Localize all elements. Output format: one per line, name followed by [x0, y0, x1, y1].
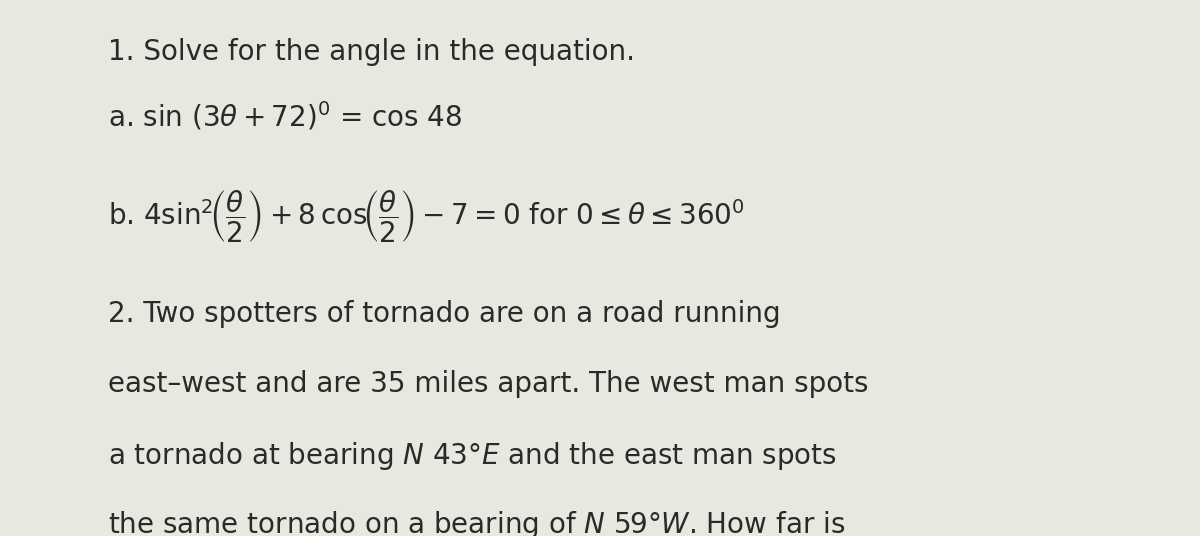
Text: b. $4\mathrm{sin}^2\!\left(\dfrac{\theta}{2}\right) + 8\,\mathrm{cos}\!\left(\df: b. $4\mathrm{sin}^2\!\left(\dfrac{\theta…: [108, 188, 745, 243]
Text: the same tornado on a bearing of $\mathit{N}$ 59°$\mathit{W}$. How far is: the same tornado on a bearing of $\mathi…: [108, 509, 845, 536]
Text: a. sin $(3\theta + 72)^0$ = cos 48: a. sin $(3\theta + 72)^0$ = cos 48: [108, 99, 462, 132]
Text: east–west and are 35 miles apart. The west man spots: east–west and are 35 miles apart. The we…: [108, 370, 869, 398]
Text: 2. Two spotters of tornado are on a road running: 2. Two spotters of tornado are on a road…: [108, 300, 781, 328]
Text: 1. Solve for the angle in the equation.: 1. Solve for the angle in the equation.: [108, 38, 635, 65]
Text: a tornado at bearing $\mathit{N}$ 43°$\mathit{E}$ and the east man spots: a tornado at bearing $\mathit{N}$ 43°$\m…: [108, 440, 836, 472]
